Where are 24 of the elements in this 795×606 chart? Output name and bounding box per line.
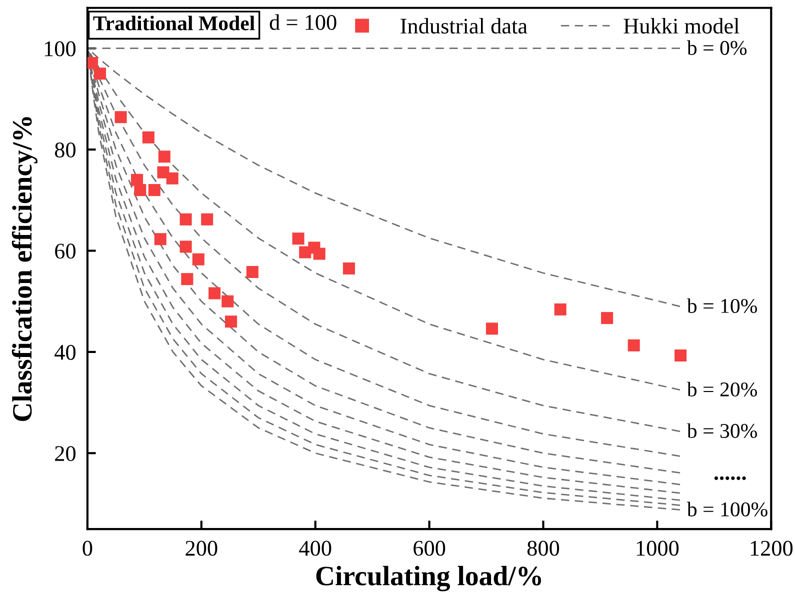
x-tick-label: 200 <box>186 540 218 556</box>
y-tick-label: 100 <box>44 41 76 56</box>
series-label: b = 100% <box>686 502 768 516</box>
x-tick-label: 0 <box>82 540 92 556</box>
series-label: b = 10% <box>686 298 757 314</box>
x-tick-label: 400 <box>299 540 332 556</box>
series-label: b = 0% <box>686 40 747 56</box>
annotation: ...... <box>714 476 746 480</box>
x-tick-label: 800 <box>527 540 560 556</box>
y-tick-label: 80 <box>54 142 76 158</box>
x-tick-label: 600 <box>414 540 446 556</box>
chart-title: Traditional Model <box>93 16 255 30</box>
legend-title: Hukki model <box>624 18 740 34</box>
y-tick-label: 40 <box>54 344 76 360</box>
y-axis-title: Classfication efficiency/% <box>12 117 38 422</box>
legend-label: Industrial data <box>400 18 528 34</box>
y-tick-label: 20 <box>55 446 76 462</box>
series-label: b = 30% <box>686 423 757 438</box>
series-label: b = 20% <box>686 382 757 397</box>
x-tick-label: 1000 <box>636 540 679 556</box>
x-axis-title: Circulating load/% <box>316 566 542 592</box>
x-tick-label: 1200 <box>750 540 793 556</box>
annotation: d = 100 <box>270 14 336 30</box>
y-tick-label: 60 <box>55 244 76 259</box>
